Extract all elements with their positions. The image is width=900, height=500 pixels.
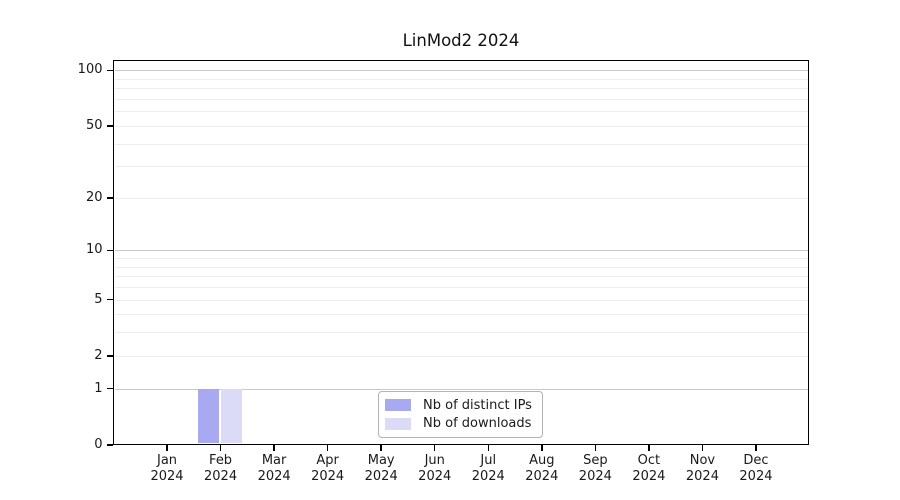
y-tick-label: 10	[85, 242, 103, 258]
legend-label-downloads: Nb of downloads	[423, 416, 532, 432]
y-tick	[107, 355, 113, 357]
x-tick-label: Jul 2024	[471, 453, 505, 484]
gridline-minor	[115, 299, 808, 301]
gridline-minor	[115, 355, 808, 357]
gridline-minor	[115, 314, 808, 316]
x-tick	[541, 445, 543, 451]
x-tick	[701, 445, 704, 451]
gridline-minor	[115, 88, 808, 90]
x-tick-label: Nov 2024	[685, 453, 719, 484]
x-tick-label: Apr 2024	[311, 453, 345, 484]
y-tick	[107, 387, 113, 390]
y-tick-label: 5	[94, 291, 103, 307]
gridline-minor	[115, 276, 808, 278]
gridline-minor	[115, 287, 808, 289]
y-tick	[107, 444, 113, 446]
x-tick-label: Jan 2024	[150, 453, 184, 484]
x-tick	[755, 445, 757, 451]
legend-label-distinct-ips: Nb of distinct IPs	[423, 397, 532, 413]
gridline-minor	[115, 98, 808, 100]
x-tick-label: Dec 2024	[739, 453, 773, 484]
y-tick-label: 50	[85, 117, 103, 133]
y-tick-label: 20	[85, 189, 103, 205]
y-tick-label: 0	[94, 437, 103, 452]
gridline-major	[115, 70, 808, 72]
gridline-minor	[115, 332, 808, 334]
y-tick-label: 100	[77, 62, 103, 78]
x-tick-label: Mar 2024	[257, 453, 291, 484]
x-tick-label: Jun 2024	[418, 453, 452, 484]
x-tick	[273, 445, 275, 451]
gridline-minor	[115, 143, 808, 145]
plot-border	[113, 60, 809, 445]
legend: Nb of distinct IPs Nb of downloads	[378, 391, 543, 438]
bar-downloads	[221, 388, 243, 444]
x-tick-label: Feb 2024	[204, 453, 238, 484]
x-tick	[648, 445, 650, 451]
y-tick	[107, 197, 113, 199]
x-tick	[594, 445, 597, 451]
legend-swatch-downloads	[385, 417, 411, 430]
gridline-minor	[115, 78, 808, 80]
x-tick	[166, 445, 168, 451]
gridline-minor	[115, 166, 808, 168]
bar-distinct-ips	[198, 388, 220, 444]
x-tick-label: Sep 2024	[578, 453, 612, 484]
x-tick	[487, 445, 490, 451]
gridline-major	[115, 250, 808, 252]
y-tick	[107, 249, 113, 252]
x-tick	[219, 445, 222, 451]
chart-title: LinMod2 2024	[402, 31, 520, 50]
gridline-minor	[115, 258, 808, 260]
gridline-minor	[115, 111, 808, 113]
y-tick-label: 2	[94, 347, 103, 363]
gridline-minor	[115, 197, 808, 199]
x-tick	[326, 445, 329, 451]
legend-item-distinct-ips: Nb of distinct IPs	[385, 398, 536, 413]
x-tick	[380, 445, 382, 451]
y-tick	[107, 69, 113, 72]
y-tick-label: 1	[94, 380, 103, 396]
gridline-major	[115, 388, 808, 390]
legend-swatch-distinct-ips	[385, 399, 411, 412]
legend-item-downloads: Nb of downloads	[385, 416, 536, 431]
x-tick	[433, 445, 436, 451]
gridline-minor	[115, 125, 808, 127]
gridline-minor	[115, 266, 808, 268]
y-tick	[107, 298, 113, 301]
x-tick-label: Aug 2024	[525, 453, 559, 484]
x-tick-label: Oct 2024	[632, 453, 666, 484]
x-tick-label: May 2024	[364, 453, 398, 484]
y-tick	[107, 125, 113, 127]
